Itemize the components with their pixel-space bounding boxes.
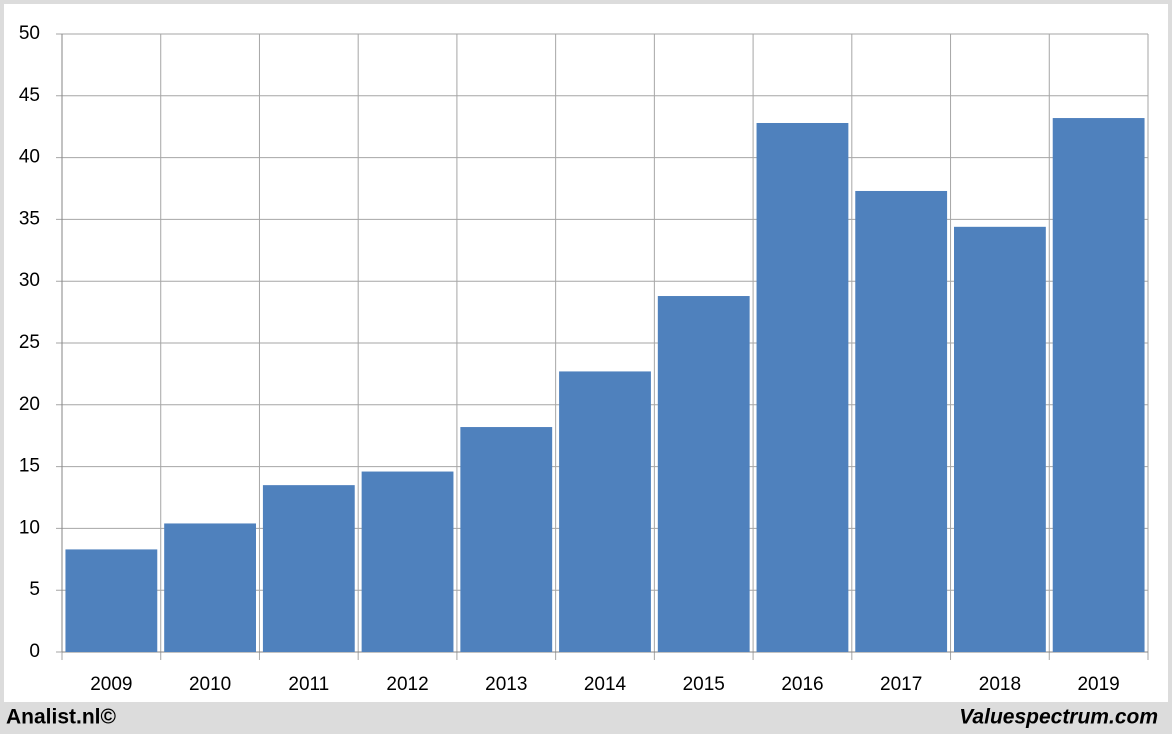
bar bbox=[65, 549, 158, 652]
x-tick-label: 2011 bbox=[288, 674, 329, 695]
bar bbox=[954, 226, 1046, 653]
bar bbox=[460, 427, 553, 652]
y-tick-label: 20 bbox=[19, 394, 40, 415]
y-tick-label: 5 bbox=[29, 579, 40, 600]
x-tick-label: 2015 bbox=[683, 674, 725, 695]
x-tick-label: 2013 bbox=[485, 674, 527, 695]
bar bbox=[164, 523, 256, 652]
x-tick-label: 2009 bbox=[90, 674, 132, 695]
y-tick-label: 10 bbox=[19, 517, 40, 538]
bar bbox=[1052, 118, 1145, 653]
footer-left: Analist.nl© bbox=[6, 706, 117, 729]
bar bbox=[756, 122, 849, 652]
bar bbox=[262, 485, 355, 652]
y-tick-label: 35 bbox=[19, 208, 40, 229]
x-tick-label: 2014 bbox=[584, 674, 627, 695]
footer-right: Valuespectrum.com bbox=[959, 706, 1158, 729]
x-tick-label: 2016 bbox=[781, 674, 823, 695]
y-tick-label: 0 bbox=[29, 641, 40, 662]
x-tick-label: 2018 bbox=[979, 674, 1021, 695]
bar bbox=[559, 371, 651, 652]
x-tick-label: 2010 bbox=[189, 674, 231, 695]
x-tick-label: 2012 bbox=[386, 674, 428, 695]
bar bbox=[657, 296, 750, 652]
x-tick-label: 2019 bbox=[1077, 674, 1119, 695]
x-tick-label: 2017 bbox=[880, 674, 922, 695]
y-tick-label: 50 bbox=[19, 23, 40, 44]
bar bbox=[855, 190, 948, 653]
y-tick-label: 15 bbox=[19, 456, 40, 477]
y-tick-label: 40 bbox=[19, 147, 40, 168]
y-tick-label: 30 bbox=[19, 270, 40, 291]
y-tick-label: 45 bbox=[19, 85, 40, 106]
bar bbox=[361, 471, 454, 652]
y-tick-label: 25 bbox=[19, 332, 40, 353]
